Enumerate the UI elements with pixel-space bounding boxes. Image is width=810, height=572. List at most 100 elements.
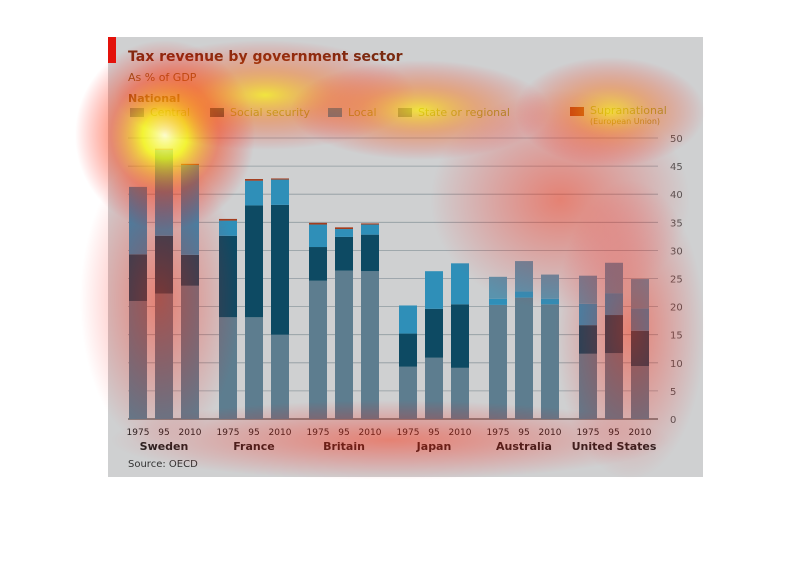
bar-segment (245, 179, 263, 181)
bar-segment (155, 148, 173, 150)
bar-segment (181, 164, 199, 255)
bar-segment (361, 234, 379, 272)
bar-segment (631, 366, 649, 419)
x-tick-label: 1975 (127, 428, 150, 438)
bar-segment (399, 333, 417, 367)
bar-segment (181, 254, 199, 286)
legend-item-local: Local (328, 104, 377, 120)
bar-segment (515, 261, 533, 292)
bar-segment (605, 262, 623, 294)
y-tick-label: 30 (670, 246, 683, 257)
legend-label-social-security: Social security (230, 105, 311, 119)
y-tick-label: 50 (670, 134, 683, 145)
bar-segment (399, 366, 417, 419)
y-tick-label: 5 (670, 387, 676, 398)
bar-segment (155, 235, 173, 294)
bar-segment (271, 178, 289, 180)
bar-segment (335, 270, 353, 419)
bar-segment (219, 218, 237, 221)
x-tick-label: 95 (428, 428, 439, 438)
bar-segment (541, 274, 559, 299)
y-tick-label: 20 (670, 303, 683, 314)
legend-label-state-regional: State or regional (418, 105, 510, 119)
bar-segment (155, 293, 173, 419)
bar-segment (271, 334, 289, 419)
bar-segment (399, 305, 417, 334)
x-tick-label: 1975 (397, 428, 420, 438)
bar-segment (181, 285, 199, 419)
bar-segment (605, 315, 623, 354)
y-tick-label: 10 (670, 359, 683, 370)
bar-segment (489, 298, 507, 305)
bar-segment (271, 204, 289, 335)
x-tick-label: 1975 (217, 428, 240, 438)
bar-segment (245, 205, 263, 318)
bar-segment (309, 247, 327, 281)
bar-segment (245, 317, 263, 419)
bar-segment (335, 236, 353, 271)
bar-segment (605, 293, 623, 316)
legend-item-central: Central (130, 104, 190, 120)
bar-segment (335, 229, 353, 237)
legend-swatch-supranational (570, 107, 584, 116)
x-tick-label: 95 (608, 428, 619, 438)
y-tick-label: 35 (670, 218, 683, 229)
bar-segment (309, 224, 327, 248)
legend-swatch-social-security (210, 107, 224, 117)
bar-segment (579, 303, 597, 326)
legend-swatch-central (130, 107, 144, 117)
x-tick-label: 2010 (269, 428, 292, 438)
bar-segment (541, 298, 559, 305)
bar-segment (219, 220, 237, 236)
legend-item-state-regional: State or regional (398, 104, 510, 120)
x-tick-label: 2010 (629, 428, 652, 438)
legend-item-social-security: Social security (210, 104, 310, 120)
bar-segment (271, 179, 289, 205)
country-label: United States (572, 440, 657, 453)
x-tick-label: 95 (518, 428, 529, 438)
y-tick-label: 40 (670, 190, 683, 201)
bar-segment (309, 222, 327, 225)
country-label: Britain (323, 440, 365, 453)
chart-subtitle: As % of GDP (128, 71, 197, 84)
bar-segment (219, 235, 237, 318)
bar-segment (155, 149, 173, 236)
x-tick-label: 95 (158, 428, 169, 438)
bar-segment (129, 300, 147, 419)
country-label: France (233, 440, 274, 453)
bar-segment (605, 353, 623, 419)
bar-segment (631, 308, 649, 331)
bar-segment (361, 224, 379, 235)
bar-segment (579, 275, 597, 304)
bar-segment (451, 367, 469, 419)
y-tick-label: 25 (670, 275, 683, 286)
country-label: Sweden (140, 440, 189, 453)
bar-segment (451, 304, 469, 368)
y-tick-label: 15 (670, 331, 683, 342)
bar-segment (361, 223, 379, 225)
x-tick-label: 1975 (577, 428, 600, 438)
bar-segment (309, 280, 327, 419)
bar-segment (631, 279, 649, 309)
x-tick-label: 95 (338, 428, 349, 438)
bar-segment (541, 304, 559, 419)
bar-segment (515, 297, 533, 419)
bar-segment (425, 271, 443, 309)
legend-swatch-local (328, 107, 342, 117)
chart-title: Tax revenue by government sector (128, 49, 403, 65)
x-tick-label: 1975 (487, 428, 510, 438)
bar-segment (489, 304, 507, 419)
bar-segment (219, 317, 237, 419)
bar-segment (579, 353, 597, 419)
source-note: Source: OECD (128, 459, 198, 470)
bar-segment (515, 291, 533, 298)
legend-item-supranational: Supranational (European Union) (570, 104, 667, 126)
bar-segment (335, 227, 353, 230)
legend-label-central: Central (150, 105, 191, 119)
legend-note-supranational: (European Union) (590, 117, 661, 126)
bar-segment (425, 308, 443, 358)
y-tick-label: 45 (670, 162, 683, 173)
legend-label-local: Local (348, 105, 377, 119)
bar-segment (425, 357, 443, 419)
